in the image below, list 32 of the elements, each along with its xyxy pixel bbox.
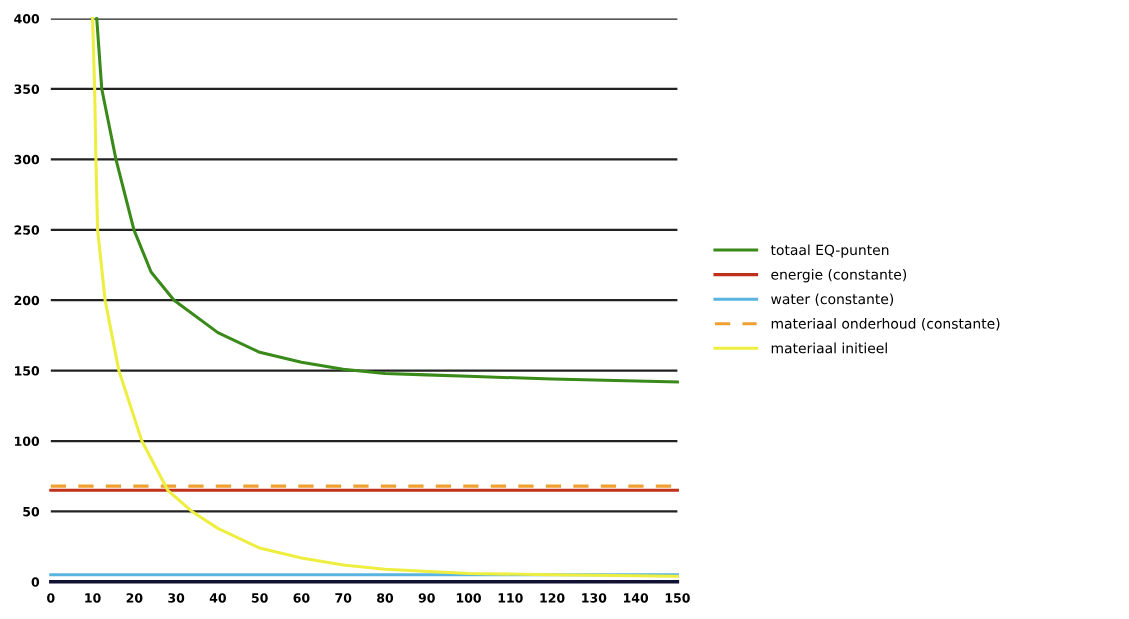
legend-label: water (constante) <box>771 293 894 306</box>
x-tick-label: 110 <box>498 593 523 603</box>
legend-label: materiaal onderhoud (constante) <box>771 318 1000 331</box>
x-tick-label: 40 <box>209 593 226 603</box>
x-tick-label: 30 <box>168 593 185 603</box>
line-series <box>91 17 679 578</box>
y-tick-label: 150 <box>15 366 40 376</box>
y-tick-label: 400 <box>14 14 40 24</box>
x-tick-label: 130 <box>582 593 607 603</box>
x-tick-label: 120 <box>540 593 565 603</box>
y-tick-label: 250 <box>14 225 40 235</box>
y-tick-label: 0 <box>31 577 40 587</box>
x-tick-label: 70 <box>335 593 352 603</box>
x-tick-label: 140 <box>623 593 649 603</box>
line-series <box>95 17 679 384</box>
x-tick-label: 100 <box>456 593 481 603</box>
x-tick-label: 60 <box>293 593 310 603</box>
y-tick-label: 50 <box>23 506 40 517</box>
x-tick-label: 20 <box>126 593 143 603</box>
legend-label: energie (constante) <box>771 268 907 283</box>
x-tick-label: 90 <box>418 593 435 603</box>
x-tick-label: 0 <box>47 593 55 603</box>
x-tick-label: 150 <box>665 593 690 603</box>
legend-label: totaal EQ-punten <box>770 244 889 258</box>
x-tick-label: 50 <box>251 593 268 603</box>
x-tick-label: 10 <box>85 593 101 603</box>
y-tick-label: 100 <box>15 436 40 446</box>
legend-label: materiaal initieel <box>771 342 887 354</box>
x-tick-label: 80 <box>377 593 394 603</box>
y-tick-label: 350 <box>14 84 40 94</box>
y-tick-label: 300 <box>14 154 40 165</box>
y-tick-label: 200 <box>14 295 40 306</box>
